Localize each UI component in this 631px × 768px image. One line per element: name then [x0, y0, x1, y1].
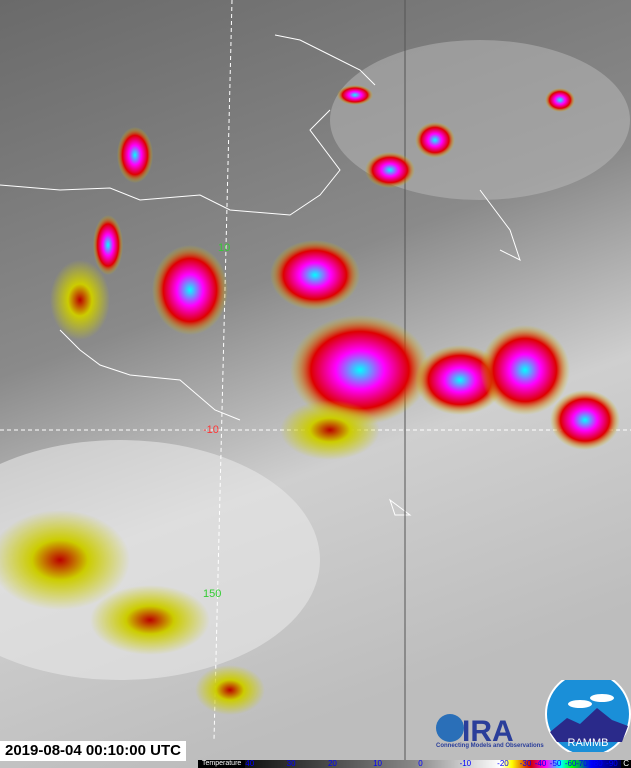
colorbar-tick: -10 — [459, 759, 472, 768]
timestamp: 2019-08-04 00:10:00 UTC — [0, 741, 186, 761]
cira-tagline: Connecting Models and Observations — [436, 743, 544, 749]
colorbar-title: Temperature — [198, 760, 246, 768]
colorbar-tick: -40 — [534, 759, 547, 768]
colorbar-tick: 10 — [373, 759, 383, 768]
colorbar-tick: 30 — [286, 759, 296, 768]
colorbar-tick: -30 — [519, 759, 532, 768]
colorbar-tick: -70 — [576, 759, 588, 768]
logos: RAMMB IRA — [436, 680, 631, 752]
colorbar-tick: -60 — [564, 759, 577, 768]
temperature-colorbar: Temperature 40 30 20 10 0 -10 -20 -30 -4… — [198, 760, 631, 768]
colorbar-tick: 20 — [327, 759, 337, 768]
coastlines — [0, 34, 521, 516]
colorbar-tick: -80 — [591, 759, 603, 768]
colorbar-tick: -20 — [497, 759, 509, 768]
rammb-logo-text: RAMMB — [568, 737, 609, 749]
cira-logo-text: IRA — [462, 715, 514, 748]
lat-label-north: 10 — [218, 242, 231, 254]
colorbar-ramp: 40 30 20 10 0 -10 -20 -30 -40 -50 -60 -7… — [245, 759, 622, 768]
lat-label-south: -10 — [203, 424, 219, 436]
colorbar-tick: 0 — [418, 759, 423, 768]
colorbar-tick: -90 — [606, 759, 618, 768]
colorbar-tick: 40 — [245, 759, 255, 768]
colorbar-unit: C — [621, 759, 631, 768]
colorbar-tick: -50 — [549, 759, 562, 768]
convective-clouds — [0, 85, 620, 715]
lon-label: 150 — [203, 588, 222, 600]
